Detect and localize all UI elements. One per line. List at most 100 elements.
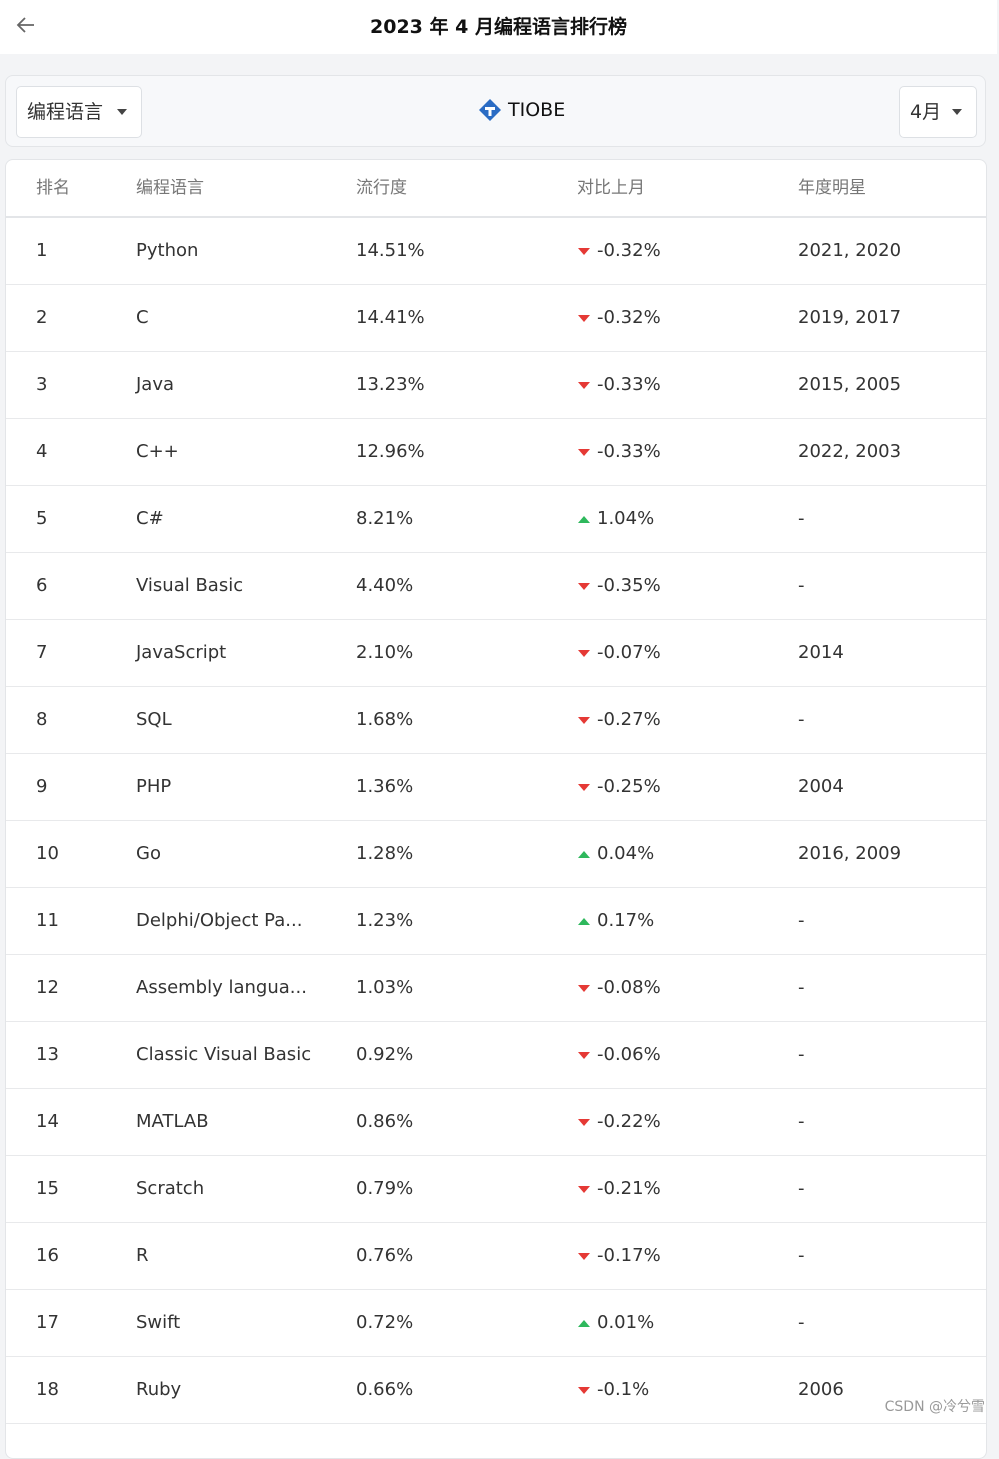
star-years-cell: -	[798, 1022, 805, 1088]
page-title: 2023 年 4 月编程语言排行榜	[0, 12, 997, 39]
language-cell: C#	[136, 486, 164, 552]
change-cell: -0.07%	[577, 620, 661, 686]
trend-arrow	[577, 1184, 591, 1194]
star-years-cell: -	[798, 1223, 805, 1289]
language-cell: Go	[136, 821, 161, 887]
language-select[interactable]: 编程语言	[16, 86, 142, 138]
change-cell: -0.08%	[577, 955, 661, 1021]
rank-cell: 12	[36, 955, 59, 1021]
language-select-label: 编程语言	[27, 101, 103, 123]
change-cell: 0.17%	[577, 888, 654, 954]
trend-arrow	[577, 246, 591, 256]
brand: TIOBE	[478, 98, 565, 122]
star-years-cell: 2016, 2009	[798, 821, 901, 887]
page: 2023 年 4 月编程语言排行榜 编程语言 TIOBE 4月 排名编程语言流行…	[0, 0, 999, 1424]
popularity-cell: 13.23%	[356, 352, 425, 418]
dropdown-caret	[952, 109, 962, 115]
language-cell: Java	[136, 352, 174, 418]
rank-cell: 18	[36, 1357, 59, 1423]
star-years-cell: -	[798, 1156, 805, 1222]
rank-cell: 15	[36, 1156, 59, 1222]
popularity-cell: 1.28%	[356, 821, 413, 887]
star-years-cell: -	[798, 1290, 805, 1356]
language-cell: Swift	[136, 1290, 180, 1356]
trend-arrow	[577, 715, 591, 725]
language-cell: MATLAB	[136, 1089, 209, 1155]
language-cell: Delphi/Object Pa...	[136, 888, 302, 954]
change-cell: -0.33%	[577, 352, 661, 418]
change-value: 0.04%	[597, 843, 654, 864]
table-row: 13 Classic Visual Basic 0.92% -0.06% -	[6, 1022, 986, 1089]
language-cell: R	[136, 1223, 149, 1289]
change-cell: -0.33%	[577, 419, 661, 485]
change-value: -0.08%	[597, 977, 661, 998]
table-row: 1 Python 14.51% -0.32% 2021, 2020	[6, 218, 986, 285]
trend-arrow	[577, 983, 591, 993]
change-cell: -0.17%	[577, 1223, 661, 1289]
change-value: -0.22%	[597, 1111, 661, 1132]
rank-cell: 11	[36, 888, 59, 954]
change-value: -0.06%	[597, 1044, 661, 1065]
popularity-cell: 12.96%	[356, 419, 425, 485]
change-value: -0.32%	[597, 240, 661, 261]
trend-arrow	[577, 1050, 591, 1060]
popularity-cell: 14.51%	[356, 218, 425, 284]
change-cell: 0.01%	[577, 1290, 654, 1356]
star-years-cell: -	[798, 1089, 805, 1155]
popularity-cell: 2.10%	[356, 620, 413, 686]
change-cell: -0.35%	[577, 553, 661, 619]
rank-cell: 2	[36, 285, 47, 351]
trend-arrow	[577, 849, 591, 859]
popularity-cell: 0.86%	[356, 1089, 413, 1155]
trend-arrow	[577, 648, 591, 658]
star-years-cell: 2006	[798, 1357, 844, 1423]
column-header: 年度明星	[798, 160, 866, 216]
dropdown-caret	[117, 109, 127, 115]
change-value: 0.17%	[597, 910, 654, 931]
popularity-cell: 0.92%	[356, 1022, 413, 1088]
rank-cell: 6	[36, 553, 47, 619]
popularity-cell: 4.40%	[356, 553, 413, 619]
rank-cell: 9	[36, 754, 47, 820]
header: 2023 年 4 月编程语言排行榜	[0, 0, 997, 54]
table-header: 排名编程语言流行度对比上月年度明星	[6, 160, 986, 218]
month-select-label: 4月	[910, 101, 941, 123]
change-value: -0.33%	[597, 374, 661, 395]
brand-name: TIOBE	[508, 99, 565, 121]
language-cell: Python	[136, 218, 198, 284]
change-cell: -0.32%	[577, 285, 661, 351]
trend-arrow	[577, 380, 591, 390]
column-header: 排名	[36, 160, 70, 216]
popularity-cell: 0.79%	[356, 1156, 413, 1222]
star-years-cell: 2021, 2020	[798, 218, 901, 284]
rank-cell: 13	[36, 1022, 59, 1088]
popularity-cell: 14.41%	[356, 285, 425, 351]
trend-arrow	[577, 514, 591, 524]
change-cell: -0.32%	[577, 218, 661, 284]
change-cell: -0.1%	[577, 1357, 649, 1423]
change-cell: -0.27%	[577, 687, 661, 753]
language-cell: SQL	[136, 687, 172, 753]
rank-cell: 17	[36, 1290, 59, 1356]
language-cell: Ruby	[136, 1357, 181, 1423]
popularity-cell: 0.76%	[356, 1223, 413, 1289]
change-value: -0.27%	[597, 709, 661, 730]
change-cell: -0.22%	[577, 1089, 661, 1155]
rank-cell: 1	[36, 218, 47, 284]
month-select[interactable]: 4月	[899, 86, 977, 138]
star-years-cell: -	[798, 687, 805, 753]
star-years-cell: -	[798, 553, 805, 619]
change-value: -0.17%	[597, 1245, 661, 1266]
star-years-cell: 2014	[798, 620, 844, 686]
language-cell: Classic Visual Basic	[136, 1022, 311, 1088]
